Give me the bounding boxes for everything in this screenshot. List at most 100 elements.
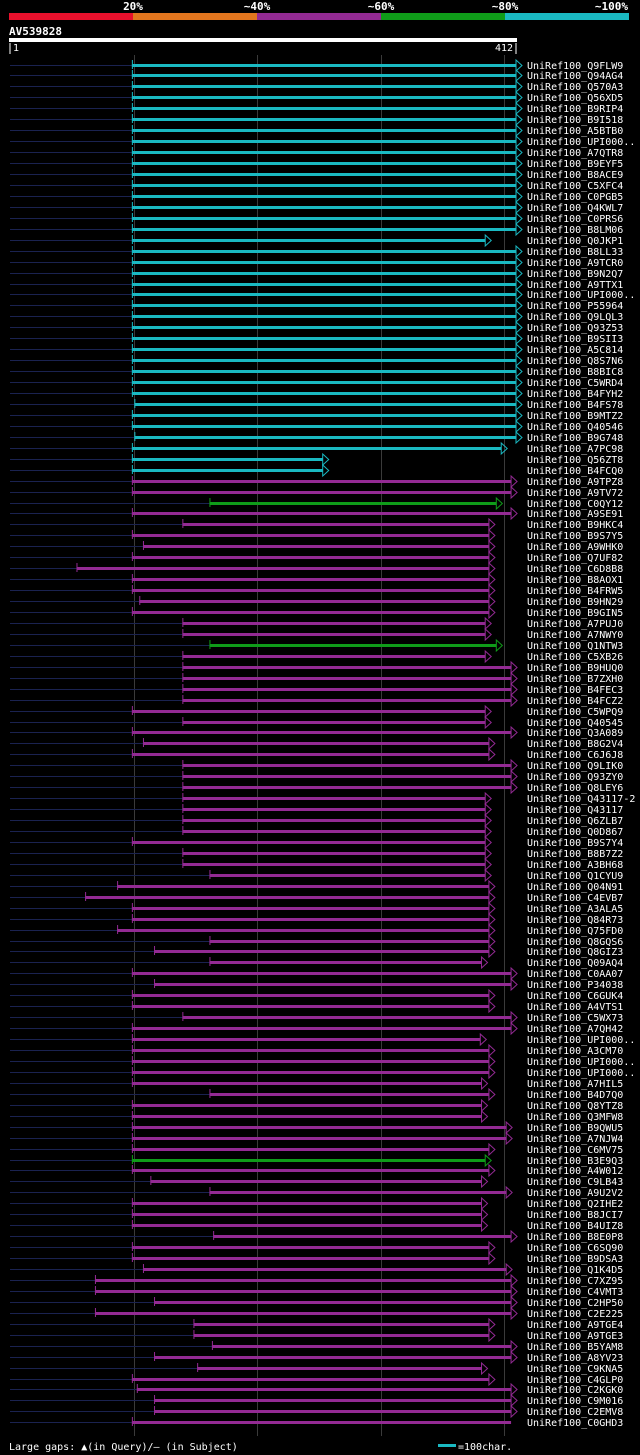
hit-label[interactable]: UniRef100_B8E0P8 (527, 1232, 623, 1243)
hit-label[interactable]: UniRef100_C5XB26 (527, 652, 623, 663)
hit-row[interactable]: UniRef100_A9U2V2 (10, 1185, 623, 1200)
hit-label[interactable]: UniRef100_B4FS78 (527, 400, 623, 411)
hit-bar[interactable] (142, 742, 489, 745)
hit-bar[interactable] (131, 1060, 489, 1063)
hit-label[interactable]: UniRef100_B9QWU5 (527, 1123, 623, 1134)
hit-row[interactable]: UniRef100_B8B7Z2 (10, 846, 623, 861)
hit-bar[interactable] (209, 961, 482, 964)
hit-bar[interactable] (131, 217, 516, 220)
hit-bar[interactable] (193, 1334, 489, 1337)
hit-row[interactable]: UniRef100_A9TGE3 (10, 1328, 623, 1343)
hit-row[interactable]: UniRef100_B8BIC8 (10, 364, 623, 379)
hit-label[interactable]: UniRef100_UPI000.. (527, 1068, 635, 1079)
hit-bar[interactable] (182, 830, 486, 833)
hit-row[interactable]: UniRef100_B9EYF5 (10, 156, 623, 171)
hit-row[interactable]: UniRef100_C2E225 (10, 1306, 623, 1321)
hit-label[interactable]: UniRef100_C2HP50 (527, 1298, 623, 1309)
hit-bar[interactable] (131, 841, 486, 844)
hit-bar[interactable] (131, 283, 516, 286)
hit-label[interactable]: UniRef100_C2E225 (527, 1309, 623, 1320)
hit-label[interactable]: UniRef100_Q0D867 (527, 827, 623, 838)
hit-label[interactable]: UniRef100_B4FCZ2 (527, 696, 623, 707)
hit-label[interactable]: UniRef100_B8ACE9 (527, 170, 623, 181)
hit-label[interactable]: UniRef100_A5C814 (527, 345, 623, 356)
hit-bar[interactable] (131, 348, 516, 351)
hit-label[interactable]: UniRef100_Q8LEY6 (527, 783, 623, 794)
hit-bar[interactable] (94, 1279, 512, 1282)
hit-label[interactable]: UniRef100_B8G2V4 (527, 739, 623, 750)
hit-bar[interactable] (213, 1235, 512, 1238)
hit-label[interactable]: UniRef100_C7XZ95 (527, 1276, 623, 1287)
hit-bar[interactable] (131, 173, 516, 176)
hit-bar[interactable] (131, 304, 516, 307)
hit-label[interactable]: UniRef100_C4EVB7 (527, 893, 623, 904)
hit-row[interactable]: UniRef100_A3ALA5 (10, 901, 623, 916)
hit-row[interactable]: UniRef100_Q2IHE2 (10, 1196, 623, 1211)
hit-bar[interactable] (209, 644, 497, 647)
hit-label[interactable]: UniRef100_Q56ZT8 (527, 455, 623, 466)
hit-row[interactable]: UniRef100_C5WX73 (10, 1010, 623, 1025)
hit-bar[interactable] (197, 1367, 482, 1370)
hit-label[interactable]: UniRef100_C4GLP0 (527, 1375, 623, 1386)
hit-row[interactable]: UniRef100_C6J6J8 (10, 747, 623, 762)
hit-bar[interactable] (131, 1049, 489, 1052)
hit-bar[interactable] (131, 228, 516, 231)
hit-label[interactable]: UniRef100_Q43117-2 (527, 794, 635, 805)
hit-row[interactable]: UniRef100_C5WRD4 (10, 375, 623, 390)
hit-row[interactable]: UniRef100_C0AA07 (10, 966, 623, 981)
hit-row[interactable]: UniRef100_Q7UF82 (10, 550, 623, 565)
hit-bar[interactable] (211, 1345, 512, 1348)
hit-row[interactable]: UniRef100_Q8S7N6 (10, 353, 623, 368)
hit-row[interactable]: UniRef100_C2KGK0 (10, 1382, 623, 1397)
hit-label[interactable]: UniRef100_C6GUK4 (527, 991, 623, 1002)
hit-label[interactable]: UniRef100_A9U2V2 (527, 1188, 623, 1199)
hit-label[interactable]: UniRef100_Q56XD5 (527, 93, 623, 104)
hit-label[interactable]: UniRef100_Q1K4D5 (527, 1265, 623, 1276)
hit-bar[interactable] (131, 491, 512, 494)
hit-bar[interactable] (209, 1093, 489, 1096)
hit-label[interactable]: UniRef100_A9TTX1 (527, 280, 623, 291)
hit-label[interactable]: UniRef100_A9TPZ8 (527, 477, 623, 488)
hit-bar[interactable] (131, 370, 516, 373)
hit-row[interactable]: UniRef100_B9I518 (10, 112, 623, 127)
hit-row[interactable]: UniRef100_Q43117 (10, 802, 623, 817)
hit-bar[interactable] (131, 918, 489, 921)
hit-label[interactable]: UniRef100_C9M016 (527, 1396, 623, 1407)
hit-row[interactable]: UniRef100_A7NJW4 (10, 1131, 623, 1146)
hit-bar[interactable] (131, 458, 323, 461)
hit-bar[interactable] (94, 1290, 512, 1293)
hit-row[interactable]: UniRef100_Q09AQ4 (10, 955, 623, 970)
hit-label[interactable]: UniRef100_C0PGB5 (527, 192, 623, 203)
hit-row[interactable]: UniRef100_A5BTB0 (10, 123, 623, 138)
hit-label[interactable]: UniRef100_Q40546 (527, 422, 623, 433)
hit-label[interactable]: UniRef100_C2EMV8 (527, 1407, 623, 1418)
hit-bar[interactable] (142, 1268, 507, 1271)
hit-label[interactable]: UniRef100_Q0JKP1 (527, 236, 623, 247)
hit-bar[interactable] (134, 436, 516, 439)
hit-row[interactable]: UniRef100_B8AOX1 (10, 572, 623, 587)
hit-label[interactable]: UniRef100_C9KNA5 (527, 1364, 623, 1375)
hit-row[interactable]: UniRef100_UPI000.. (10, 1032, 635, 1047)
hit-label[interactable]: UniRef100_Q7UF82 (527, 553, 623, 564)
hit-bar[interactable] (131, 1224, 482, 1227)
hit-bar[interactable] (182, 764, 512, 767)
hit-bar[interactable] (150, 1180, 482, 1183)
hit-bar[interactable] (182, 677, 512, 680)
hit-bar[interactable] (131, 578, 489, 581)
hit-bar[interactable] (131, 556, 489, 559)
hit-row[interactable]: UniRef100_B5YAM8 (10, 1339, 623, 1354)
hit-label[interactable]: UniRef100_B9GIN5 (527, 608, 623, 619)
hit-row[interactable]: UniRef100_A9TPZ8 (10, 474, 623, 489)
hit-row[interactable]: UniRef100_B8E0P8 (10, 1229, 623, 1244)
hit-row[interactable]: UniRef100_B9HKC4 (10, 517, 623, 532)
hit-label[interactable]: UniRef100_B9DSA3 (527, 1254, 623, 1265)
hit-row[interactable]: UniRef100_UPI000.. (10, 134, 635, 149)
hit-bar[interactable] (131, 1137, 507, 1140)
hit-bar[interactable] (131, 250, 516, 253)
hit-bar[interactable] (131, 381, 516, 384)
hit-row[interactable]: UniRef100_A7QH42 (10, 1021, 623, 1036)
hit-row[interactable]: UniRef100_Q84R73 (10, 912, 623, 927)
hit-bar[interactable] (209, 940, 489, 943)
hit-row[interactable]: UniRef100_Q3A089 (10, 725, 623, 740)
hit-row[interactable]: UniRef100_B7ZXH0 (10, 671, 623, 686)
